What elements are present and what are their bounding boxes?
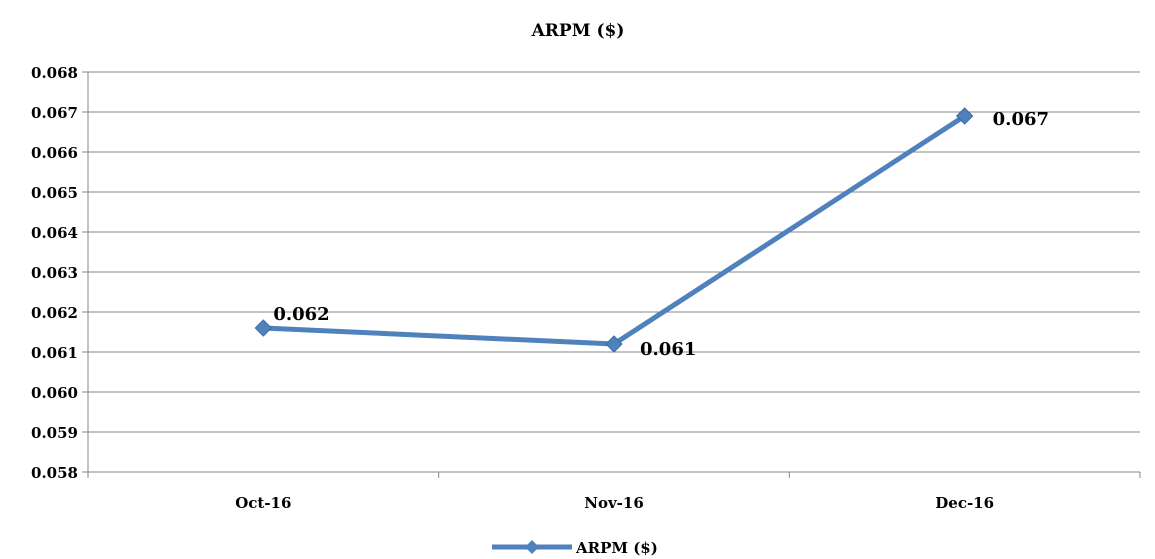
axes: [82, 71, 1141, 478]
y-tick-label: 0.063: [31, 264, 78, 282]
y-tick-label: 0.060: [31, 384, 78, 402]
data-label: 0.062: [273, 304, 329, 325]
y-tick-label: 0.068: [31, 64, 78, 82]
y-tick-label: 0.066: [31, 144, 78, 162]
y-tick-label: 0.062: [31, 304, 78, 322]
x-tick-label: Oct-16: [235, 494, 291, 512]
y-tick-label: 0.065: [31, 184, 78, 202]
legend: ARPM ($): [492, 539, 658, 557]
series-line: [260, 113, 968, 347]
gridlines: [88, 71, 1140, 433]
chart-title: ARPM ($): [531, 21, 625, 41]
legend-diamond-marker: [525, 540, 539, 554]
x-tick-label: Dec-16: [935, 494, 994, 512]
data-label: 0.067: [993, 109, 1049, 130]
data-label: 0.061: [640, 339, 696, 360]
legend-label: ARPM ($): [575, 539, 658, 557]
data-point-marker: [955, 107, 974, 125]
y-tick-label: 0.059: [31, 424, 78, 442]
data-labels: 0.062 0.061 0.067: [273, 109, 1049, 360]
series-layer: [254, 107, 974, 353]
x-axis-tick-labels: Oct-16 Nov-16 Dec-16: [235, 494, 994, 512]
data-point-marker: [605, 335, 623, 353]
y-tick-label: 0.067: [31, 104, 78, 122]
y-tick-label: 0.061: [31, 344, 78, 362]
data-point-marker: [254, 319, 273, 337]
y-tick-label: 0.064: [31, 224, 78, 242]
y-tick-label: 0.058: [31, 464, 78, 482]
x-tick-label: Nov-16: [584, 494, 644, 512]
y-axis-tick-labels: 0.058 0.059 0.060 0.061 0.062 0.063 0.064 0.065…: [31, 64, 78, 482]
